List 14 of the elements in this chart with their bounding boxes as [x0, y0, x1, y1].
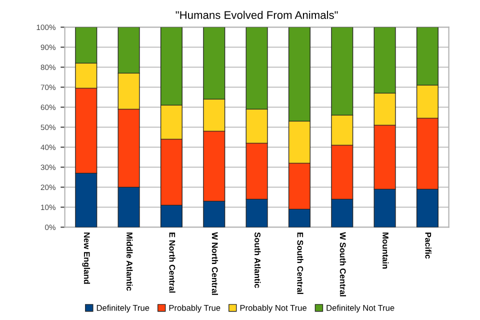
x-tick-label: Mountain	[382, 232, 389, 269]
legend-label: Definitely Not True	[326, 304, 394, 312]
x-tick-label: New England	[82, 232, 90, 284]
chart-title: "Humans Evolved From Animals"	[176, 10, 338, 19]
x-tick-label: Pacific	[425, 232, 432, 259]
x-tick-label: W South Central	[340, 232, 346, 296]
legend-label: Definitely True	[96, 304, 150, 312]
legend-label: Probably Not True	[240, 304, 307, 312]
x-tick-label: E South Central	[297, 232, 304, 294]
x-tick-label: Middle Atlantic	[126, 232, 133, 291]
x-tick-label: W North Central	[212, 232, 218, 295]
x-tick-label: South Atlantic	[254, 232, 261, 288]
legend-label: Probably True	[169, 304, 220, 312]
x-tick-label: E North Central	[169, 232, 176, 293]
